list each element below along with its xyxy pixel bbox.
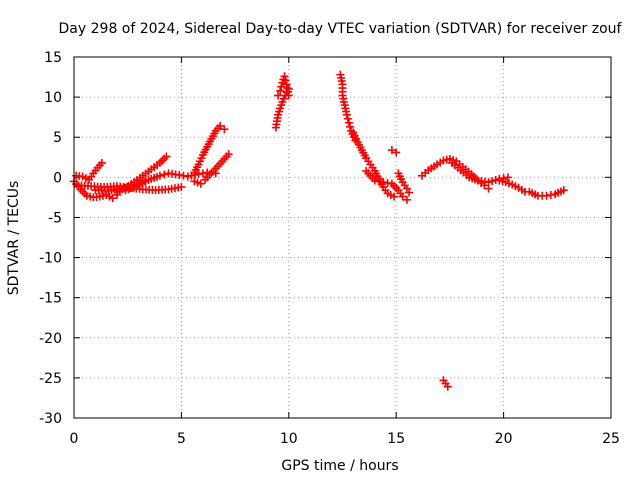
data-point xyxy=(108,194,117,203)
data-point xyxy=(284,91,293,100)
data-point xyxy=(162,152,171,161)
series-arc-18 xyxy=(495,176,530,196)
data-point xyxy=(280,72,289,81)
x-axis-label: GPS time / hours xyxy=(281,458,398,474)
data-point xyxy=(140,177,149,186)
data-point xyxy=(387,146,396,155)
data-point xyxy=(220,125,229,134)
series-arc-5 xyxy=(112,152,171,196)
data-point xyxy=(198,169,207,178)
data-point xyxy=(183,172,192,181)
series-arc-8 xyxy=(190,150,233,188)
data-point xyxy=(274,91,283,100)
data-point xyxy=(488,177,497,186)
data-point xyxy=(130,182,139,191)
x-tick-labels: 0 5 10 15 20 25 xyxy=(70,431,620,447)
data-point xyxy=(205,170,214,179)
series-arc-11 xyxy=(336,70,360,145)
data-point xyxy=(398,192,407,201)
x-tick-label: 20 xyxy=(495,431,513,447)
data-point xyxy=(194,170,203,179)
y-tick-label: 0 xyxy=(53,170,62,186)
data-points xyxy=(70,70,568,391)
data-point xyxy=(177,182,186,191)
data-point xyxy=(375,177,384,186)
chart-title: Day 298 of 2024, Sidereal Day-to-day VTE… xyxy=(59,21,623,37)
y-tick-label: -25 xyxy=(39,371,62,387)
series-arc-12 xyxy=(349,128,399,201)
y-tick-labels: -30 -25 -20 -15 -10 -5 0 5 10 15 xyxy=(39,50,62,427)
data-point xyxy=(402,195,411,204)
data-point xyxy=(542,191,551,200)
x-tick-label: 0 xyxy=(70,431,79,447)
data-point xyxy=(559,186,568,195)
data-point xyxy=(484,178,493,187)
series-arc-7 xyxy=(190,121,229,177)
series-arc-19 xyxy=(525,186,568,200)
y-tick-label: -10 xyxy=(39,251,62,267)
data-point xyxy=(379,178,388,187)
x-tick-label: 25 xyxy=(602,431,620,447)
data-point xyxy=(383,178,392,187)
data-point xyxy=(503,173,512,182)
data-point xyxy=(343,114,352,123)
series-arc-10 xyxy=(274,72,293,100)
data-point xyxy=(370,176,379,185)
data-point xyxy=(402,184,411,193)
y-tick-label: 5 xyxy=(53,130,62,146)
y-tick-label: 15 xyxy=(44,50,62,66)
series-arc-16 xyxy=(417,154,493,193)
data-point xyxy=(344,118,353,127)
data-point xyxy=(276,86,285,95)
y-tick-label: 10 xyxy=(44,90,62,106)
data-point xyxy=(224,150,233,159)
series-arc-15 xyxy=(387,146,401,157)
y-tick-label: -15 xyxy=(39,291,62,307)
data-point xyxy=(390,192,399,201)
x-tick-label: 10 xyxy=(280,431,298,447)
series-arc-13 xyxy=(362,166,411,204)
data-point xyxy=(346,122,355,131)
data-point xyxy=(196,179,205,188)
series-arc-17 xyxy=(448,158,512,187)
data-point xyxy=(443,382,452,391)
plot-frame xyxy=(73,56,612,419)
data-point xyxy=(546,190,555,199)
data-point xyxy=(342,110,351,119)
series-arc-14 xyxy=(394,169,414,197)
data-point xyxy=(160,170,169,179)
y-axis-label: SDTVAR / TECUs xyxy=(6,181,22,296)
data-point xyxy=(179,171,188,180)
x-tick-label: 5 xyxy=(177,431,186,447)
y-tick-label: -30 xyxy=(39,411,62,427)
data-point xyxy=(216,121,225,130)
series-arc-2 xyxy=(72,158,106,184)
data-point xyxy=(281,76,290,85)
x-tick-label: 15 xyxy=(387,431,405,447)
data-point xyxy=(175,170,184,179)
data-point xyxy=(277,82,286,91)
y-tick-label: -5 xyxy=(48,210,62,226)
data-point xyxy=(155,171,164,180)
data-point xyxy=(405,188,414,197)
series-arc-20 xyxy=(439,376,452,391)
y-tick-label: -20 xyxy=(39,331,62,347)
series-arc-6 xyxy=(121,177,149,195)
data-point xyxy=(97,158,106,167)
data-point xyxy=(392,148,401,157)
